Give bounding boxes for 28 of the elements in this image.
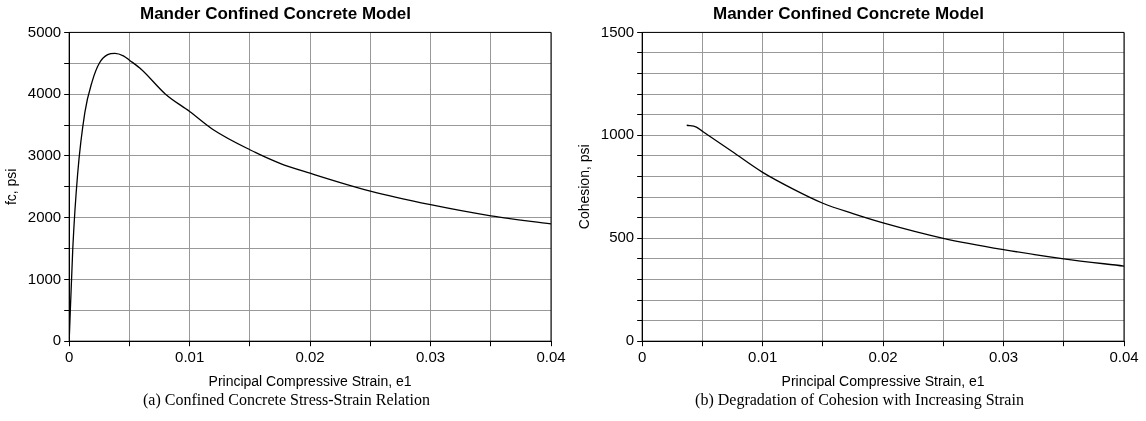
x-axis-title: Principal Compressive Strain, e1 [208,373,412,390]
x-axis-title: Principal Compressive Strain, e1 [781,373,985,390]
chart-title: Mander Confined Concrete Model [712,3,985,23]
y-tick-label: 5000 [27,22,62,40]
y-tick-label: 1000 [27,269,62,287]
y-tick-label: 0 [52,331,62,349]
text: (a) Confined Concrete Stress-Strain Relation [141,391,431,409]
y-tick-label: 2000 [27,207,62,225]
x-tick-label: 0.03 [988,348,1019,366]
x-tick-label: 0.01 [748,348,778,366]
x-tick-label: 0 [638,348,647,366]
y-tick-label: 3000 [27,146,62,164]
y-axis-title: Cohesion, psi [576,144,593,230]
y-tick-label: 4000 [27,84,62,102]
x-tick-label: 0.04 [536,348,566,366]
y-tick-label: 500 [609,228,635,246]
x-tick-label: 0.04 [1109,348,1139,366]
y-tick-label: 1500 [600,22,635,40]
y-tick-label: 0 [625,331,635,349]
x-tick-label: 0.02 [295,348,325,366]
x-tick-label: 0.02 [868,348,898,366]
text: (b) Degradation of Cohesion with Increasing Strain [694,391,1025,409]
x-tick-label: 0.03 [415,348,446,366]
chart-title: Mander Confined Concrete Model [139,3,412,23]
y-axis-title: fc, psi [3,168,20,206]
x-tick-label: 0.01 [175,348,205,366]
y-tick-label: 1000 [600,125,635,143]
x-tick-label: 0 [65,348,74,366]
